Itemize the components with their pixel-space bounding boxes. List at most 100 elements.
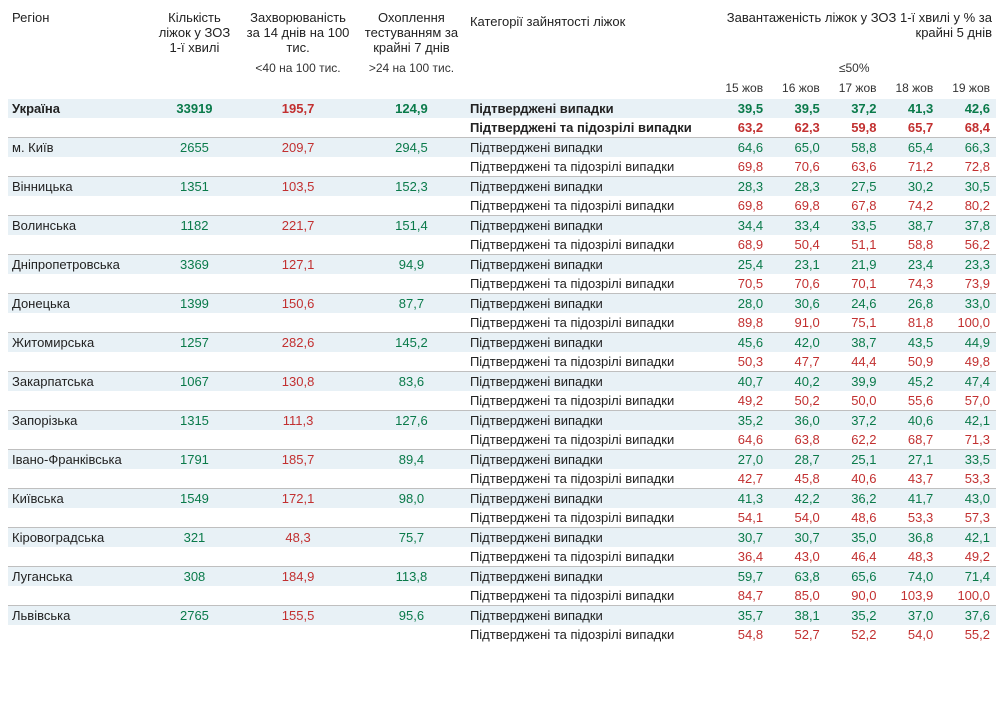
cell-incidence: 111,3: [239, 411, 357, 431]
cell-beds: 321: [150, 528, 239, 548]
cell-incidence: 130,8: [239, 372, 357, 392]
cell-testing-empty: [357, 547, 466, 567]
cell-incidence: 127,1: [239, 255, 357, 275]
cell-region: Кіровоградська: [8, 528, 150, 548]
table-body: Україна33919195,7124,9Підтверджені випад…: [8, 99, 996, 644]
cell-category-suspected: Підтверджені та підозрілі випадки: [466, 547, 712, 567]
table-row: м. Київ2655209,7294,5Підтверджені випадк…: [8, 138, 996, 158]
cell-testing: 152,3: [357, 177, 466, 197]
cell-load-susp-1: 54,0: [769, 508, 826, 528]
cell-load-conf-2: 37,2: [826, 99, 883, 118]
cell-load-susp-4: 57,3: [939, 508, 996, 528]
cell-testing-empty: [357, 430, 466, 450]
cell-category-confirmed: Підтверджені випадки: [466, 333, 712, 353]
cell-incidence-empty: [239, 352, 357, 372]
cell-load-conf-4: 23,3: [939, 255, 996, 275]
cell-incidence: 103,5: [239, 177, 357, 197]
cell-testing-empty: [357, 118, 466, 138]
cell-load-susp-1: 91,0: [769, 313, 826, 333]
cell-load-conf-4: 33,5: [939, 450, 996, 470]
cell-load-susp-0: 69,8: [712, 196, 769, 216]
hdr-date-3: 18 жов: [883, 79, 940, 99]
cell-load-susp-3: 58,8: [883, 235, 940, 255]
cell-load-conf-3: 45,2: [883, 372, 940, 392]
cell-load-conf-2: 24,6: [826, 294, 883, 314]
cell-region: Запорізька: [8, 411, 150, 431]
cell-load-conf-1: 39,5: [769, 99, 826, 118]
cell-beds-empty: [150, 157, 239, 177]
cell-region-empty: [8, 274, 150, 294]
hdr-date-2: 17 жов: [826, 79, 883, 99]
cell-testing: 95,6: [357, 606, 466, 626]
cell-category-suspected: Підтверджені та підозрілі випадки: [466, 586, 712, 606]
cell-load-conf-0: 64,6: [712, 138, 769, 158]
cell-load-conf-2: 27,5: [826, 177, 883, 197]
cell-beds-empty: [150, 547, 239, 567]
cell-region-empty: [8, 586, 150, 606]
cell-region-empty: [8, 547, 150, 567]
cell-load-susp-1: 70,6: [769, 157, 826, 177]
cell-load-conf-3: 74,0: [883, 567, 940, 587]
cell-load-susp-0: 64,6: [712, 430, 769, 450]
cell-load-conf-0: 41,3: [712, 489, 769, 509]
cell-region: Луганська: [8, 567, 150, 587]
cell-region: Київська: [8, 489, 150, 509]
cell-incidence-empty: [239, 586, 357, 606]
cell-load-conf-1: 30,6: [769, 294, 826, 314]
cell-load-susp-3: 43,7: [883, 469, 940, 489]
cell-region-empty: [8, 391, 150, 411]
cell-load-susp-4: 100,0: [939, 313, 996, 333]
table-row: Підтверджені та підозрілі випадки68,950,…: [8, 235, 996, 255]
cell-category-suspected: Підтверджені та підозрілі випадки: [466, 430, 712, 450]
hdr-sub-incidence: <40 на 100 тис.: [239, 59, 357, 79]
cell-load-susp-0: 42,7: [712, 469, 769, 489]
table-row: Підтверджені та підозрілі випадки49,250,…: [8, 391, 996, 411]
cell-category-suspected: Підтверджені та підозрілі випадки: [466, 118, 712, 138]
cell-load-susp-1: 50,2: [769, 391, 826, 411]
cell-load-susp-4: 73,9: [939, 274, 996, 294]
table-row: Луганська308184,9113,8Підтверджені випад…: [8, 567, 996, 587]
cell-load-conf-1: 38,1: [769, 606, 826, 626]
cell-testing-empty: [357, 469, 466, 489]
cell-incidence: 185,7: [239, 450, 357, 470]
cell-load-conf-2: 21,9: [826, 255, 883, 275]
table-row: Підтверджені та підозрілі випадки70,570,…: [8, 274, 996, 294]
cell-load-conf-3: 23,4: [883, 255, 940, 275]
cell-testing-empty: [357, 586, 466, 606]
cell-beds: 1351: [150, 177, 239, 197]
cell-incidence: 48,3: [239, 528, 357, 548]
table-row: Донецька1399150,687,7Підтверджені випадк…: [8, 294, 996, 314]
cell-load-susp-4: 80,2: [939, 196, 996, 216]
cell-category-suspected: Підтверджені та підозрілі випадки: [466, 391, 712, 411]
cell-load-conf-3: 38,7: [883, 216, 940, 236]
cell-region: Вінницька: [8, 177, 150, 197]
cell-region-empty: [8, 196, 150, 216]
table-row: Кіровоградська32148,375,7Підтверджені ви…: [8, 528, 996, 548]
hdr-region: Регіон: [8, 8, 150, 59]
cell-load-susp-4: 100,0: [939, 586, 996, 606]
cell-testing: 127,6: [357, 411, 466, 431]
cell-load-conf-2: 39,9: [826, 372, 883, 392]
cell-region-empty: [8, 625, 150, 644]
hdr-sub-testing: >24 на 100 тис.: [357, 59, 466, 79]
cell-load-susp-3: 74,3: [883, 274, 940, 294]
cell-testing-empty: [357, 157, 466, 177]
cell-testing-empty: [357, 391, 466, 411]
cell-incidence: 172,1: [239, 489, 357, 509]
hdr-load-title: Завантаженість ліжок у ЗОЗ 1-ї хвилі у %…: [712, 8, 996, 59]
table-row: Підтверджені та підозрілі випадки63,262,…: [8, 118, 996, 138]
cell-testing: 98,0: [357, 489, 466, 509]
cell-load-conf-0: 35,2: [712, 411, 769, 431]
cell-category-suspected: Підтверджені та підозрілі випадки: [466, 235, 712, 255]
cell-load-susp-2: 90,0: [826, 586, 883, 606]
cell-load-conf-0: 25,4: [712, 255, 769, 275]
cell-region: Житомирська: [8, 333, 150, 353]
hdr-category: Категорії зайнятості ліжок: [466, 8, 712, 59]
table-row: Підтверджені та підозрілі випадки50,347,…: [8, 352, 996, 372]
cell-load-conf-4: 42,6: [939, 99, 996, 118]
cell-beds-empty: [150, 118, 239, 138]
cell-beds-empty: [150, 196, 239, 216]
cell-region: м. Київ: [8, 138, 150, 158]
cell-region-empty: [8, 430, 150, 450]
hdr-date-4: 19 жов: [939, 79, 996, 99]
